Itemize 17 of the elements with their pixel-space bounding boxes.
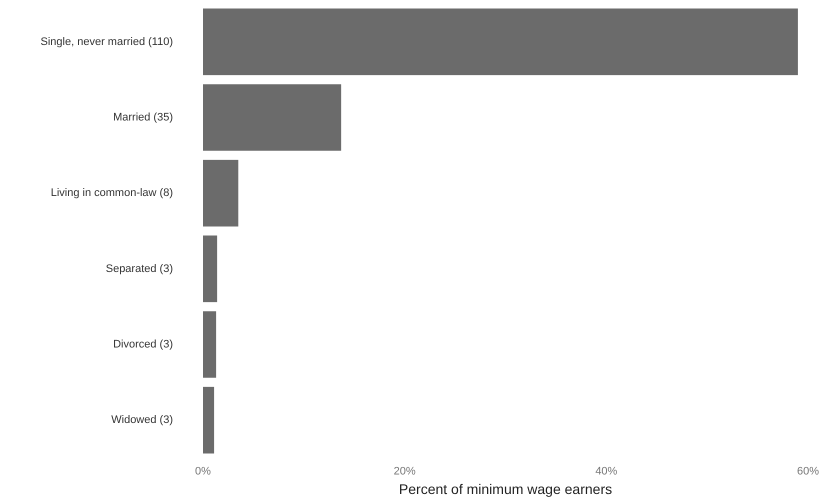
x-axis-title: Percent of minimum wage earners [398, 480, 612, 497]
bar [203, 8, 798, 76]
bar [203, 386, 214, 454]
x-tick-label: 60% [796, 466, 820, 478]
x-tick-label: 0% [195, 466, 212, 478]
bar [203, 84, 342, 151]
y-tick-label: Single, never married (110) [40, 36, 173, 48]
x-tick-label: 40% [595, 466, 618, 478]
y-tick-label: Married (35) [113, 112, 173, 124]
bar [203, 311, 216, 378]
bar [203, 236, 218, 302]
y-tick-label: Widowed (3) [111, 414, 173, 426]
x-tick-label: 20% [394, 466, 416, 478]
y-tick-label: Separated (3) [106, 262, 173, 275]
bar [203, 160, 238, 226]
y-tick-label: Divorced (3) [113, 338, 173, 350]
y-tick-label: Living in common-law (8) [50, 187, 173, 200]
